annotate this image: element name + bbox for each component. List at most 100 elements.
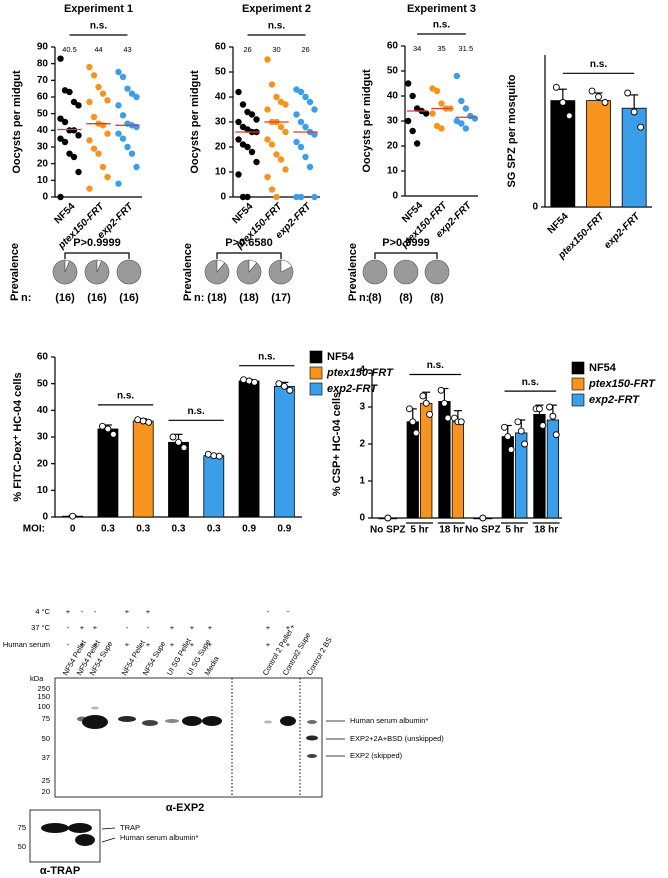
data-point [235, 171, 242, 178]
replicate-point [546, 403, 553, 411]
bracket [216, 252, 282, 259]
band-label: Human serum albumin* [120, 833, 198, 842]
y-tick-label: 0 [359, 513, 365, 524]
marker-label: 50 [18, 842, 26, 851]
median-label: 43 [123, 45, 131, 54]
y-tick-label: 3 [359, 402, 365, 413]
data-point [471, 115, 479, 122]
data-point [57, 193, 64, 201]
data-point [61, 118, 69, 126]
data-point [409, 127, 416, 135]
significance: n.s. [258, 351, 275, 362]
y-tick-label: 40 [37, 405, 49, 416]
data-point [235, 136, 242, 143]
blot-band [142, 720, 158, 726]
data-point [306, 98, 314, 106]
marker-label: 150 [37, 692, 50, 701]
replicate-point [384, 514, 392, 522]
data-point [70, 127, 78, 134]
data-point [128, 90, 136, 97]
data-point [235, 118, 242, 126]
data-point [311, 106, 318, 113]
replicate-point [552, 83, 560, 91]
replicate-point [412, 429, 420, 437]
y-tick-label: 10 [37, 485, 49, 496]
data-point [264, 136, 271, 143]
condition-sign: + [266, 623, 271, 632]
pie-slice [116, 259, 142, 285]
pie-slice [96, 259, 102, 273]
data-point [239, 101, 247, 108]
bar [97, 428, 119, 518]
n-value: (16) [87, 292, 107, 304]
replicate-point [549, 412, 557, 420]
replicate-point [426, 410, 434, 418]
kda-label: kDa [30, 674, 44, 683]
replicate-point [500, 423, 508, 431]
marker-label: 250 [37, 684, 50, 693]
replicate-point [104, 425, 112, 433]
data-point [302, 93, 309, 101]
n-value: (8) [430, 292, 444, 304]
n-value: (18) [239, 292, 259, 304]
median-label: 26 [301, 45, 309, 54]
data-point [244, 193, 251, 201]
y-tick-label: 4 [359, 365, 365, 376]
y-tick-label: 40 [215, 92, 227, 103]
replicate-point [180, 444, 188, 452]
data-point [273, 193, 280, 201]
data-point [115, 102, 122, 109]
bar [621, 107, 647, 208]
y-tick-label: 0 [392, 191, 398, 202]
y-axis-label: Oocysts per midgut [11, 70, 23, 174]
blot-band [182, 716, 202, 726]
y-axis-label: % FITC-Dex⁺ HC-04 cells [12, 372, 24, 501]
data-point [75, 102, 82, 109]
x-tick-label: NF54 [546, 211, 571, 236]
condition-sign: + [125, 640, 130, 649]
bar [533, 413, 546, 519]
data-point [128, 150, 136, 157]
x-tick-label: NF54 [52, 201, 77, 226]
data-point [311, 131, 318, 138]
data-point [124, 85, 131, 92]
data-point [268, 141, 276, 148]
data-point [453, 72, 461, 80]
data-point [248, 148, 256, 156]
x-tick-label: 18 hr [534, 525, 558, 536]
replicate-point [280, 382, 288, 390]
data-point [104, 97, 111, 104]
condition-sign: + [208, 623, 213, 632]
y-tick-label: 20 [37, 458, 49, 469]
condition-sign: + [93, 623, 98, 632]
condition-sign: + [266, 640, 271, 649]
data-point [115, 130, 122, 137]
marker-label: 50 [42, 734, 50, 743]
bar [132, 420, 154, 518]
band-label: EXP2 (skipped) [350, 751, 403, 760]
marker-label: 75 [18, 823, 26, 832]
median-label: 30 [272, 45, 280, 54]
data-point [297, 118, 305, 126]
bar [586, 100, 611, 208]
n-label: n: [359, 292, 369, 304]
pie-slice [64, 259, 70, 273]
y-tick-label: 30 [37, 432, 49, 443]
significance: n.s. [590, 59, 607, 70]
data-point [90, 72, 98, 79]
marker-label: 100 [37, 702, 50, 711]
y-tick-label: 0 [42, 192, 48, 203]
condition-sign: + [286, 640, 291, 649]
bar [451, 421, 465, 519]
replicate-point [514, 418, 522, 426]
data-point [253, 158, 260, 166]
blot-band [118, 716, 136, 722]
condition-sign: - [287, 607, 290, 616]
n-label: n: [21, 292, 31, 304]
condition-sign: + [80, 623, 85, 632]
replicate-point [419, 392, 427, 400]
data-point [70, 98, 78, 106]
pie-group-title: Prevalence [9, 243, 21, 301]
bracket [64, 252, 130, 259]
